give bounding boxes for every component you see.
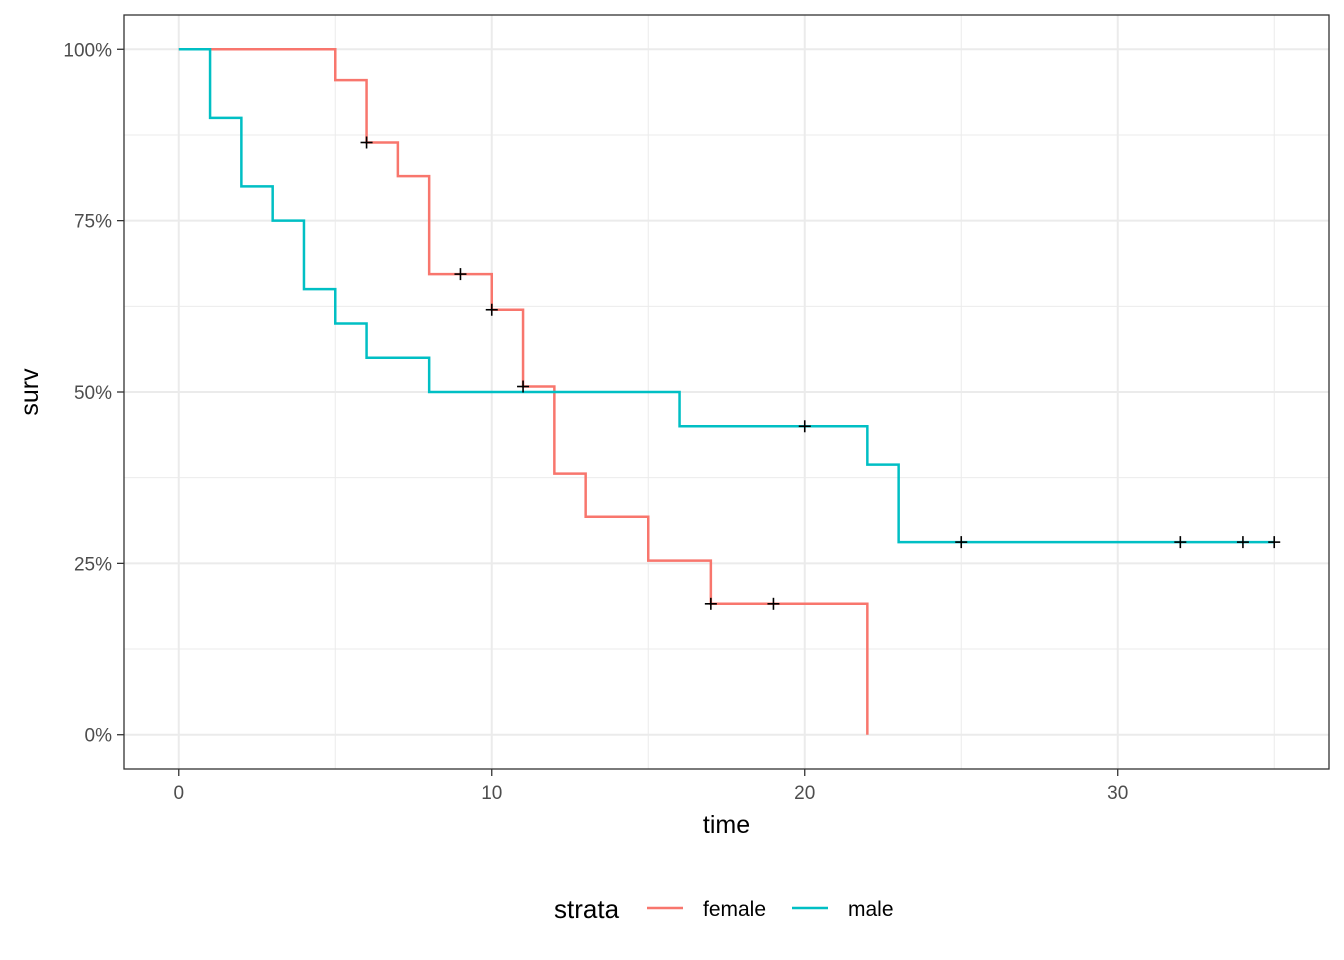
censor-mark-male — [955, 536, 968, 549]
censor-mark-female — [517, 380, 530, 393]
censor-mark-male — [1236, 536, 1249, 549]
censor-mark-female — [485, 303, 498, 316]
censor-mark-female — [360, 136, 373, 149]
x-tick-label: 10 — [481, 783, 502, 804]
series-line-male — [178, 48, 1275, 544]
censor-mark-female — [767, 597, 780, 610]
censor-mark-female — [454, 268, 467, 281]
y-axis-title: surv — [16, 368, 44, 416]
y-tick-label: 100% — [63, 40, 112, 61]
censor-marks — [360, 136, 1281, 610]
x-tick-label: 20 — [794, 783, 815, 804]
series-line-female — [178, 48, 869, 735]
x-axis: 0 10 20 30 — [173, 769, 1128, 804]
y-tick-label: 75% — [74, 212, 112, 233]
censor-mark-male — [798, 420, 811, 433]
legend: strata female male — [554, 894, 894, 924]
censor-mark-female — [704, 597, 717, 610]
y-tick-label: 25% — [74, 554, 112, 575]
y-axis: 0% 25% 50% 75% 100% — [63, 40, 124, 747]
legend-title: strata — [554, 894, 620, 924]
x-tick-label: 0 — [173, 783, 184, 804]
x-axis-title: time — [703, 811, 750, 839]
y-tick-label: 50% — [74, 383, 112, 404]
legend-label-female: female — [703, 898, 766, 921]
x-tick-label: 30 — [1107, 783, 1128, 804]
series-layer — [178, 48, 1275, 735]
y-tick-label: 0% — [85, 726, 113, 747]
censor-mark-male — [1174, 536, 1187, 549]
censor-mark-male — [1268, 536, 1281, 549]
legend-label-male: male — [848, 898, 894, 921]
